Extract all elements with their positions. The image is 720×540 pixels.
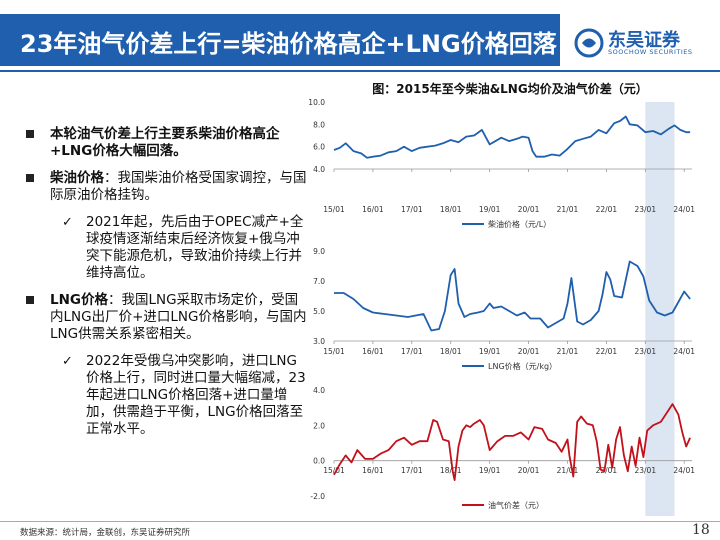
legend-label: 油气价差（元） [488, 500, 544, 510]
y-tick-label: 8.0 [313, 120, 325, 129]
chart-spread: -2.0 0.0 2.0 4.0 15/01 16/01 17/01 18/01 19/01 20… [310, 386, 695, 510]
square-bullet-icon [26, 130, 34, 138]
sub-bullet-text: 2022年受俄乌冲突影响，进口LNG价格上行，同时进口量大幅缩减，23年起进口L… [86, 353, 306, 437]
logo-name-en: SOOCHOW SECURITIES [608, 48, 693, 56]
square-bullet-icon [26, 296, 34, 304]
x-tick-label: 24/01 [673, 466, 695, 475]
chart-title: 图：2015年至今柴油&LNG均价及油气价差（元） [372, 82, 648, 96]
bullet-text: ：我国柴油价格受国家调控，与国际原油价格挂钩。 [50, 170, 307, 203]
soochow-logo-icon [574, 28, 604, 58]
checkmark-icon: ✓ [62, 354, 73, 369]
series-line-lng [334, 260, 691, 332]
y-tick-label: 7.0 [313, 277, 325, 286]
x-tick-label: 21/01 [557, 205, 579, 214]
sub-bullet-text: 2021年起，先后由于OPEC减产+全球疫情逐渐结束后经济恢复+俄乌冲突下能源危… [86, 214, 304, 281]
bullet-item: 柴油价格：我国柴油价格受国家调控，与国际原油价格挂钩。 [22, 170, 307, 204]
legend-label: 柴油价格（元/L） [488, 219, 551, 229]
x-tick-label: 21/01 [557, 466, 579, 475]
x-tick-label: 15/01 [323, 205, 345, 214]
footer-rule [0, 521, 720, 522]
x-tick-label: 24/01 [673, 347, 695, 356]
checkmark-icon: ✓ [62, 215, 73, 230]
y-tick-label: 6.0 [313, 143, 325, 152]
x-tick-label: 20/01 [518, 205, 540, 214]
y-tick-label: 4.0 [313, 165, 325, 174]
x-tick-label: 20/01 [518, 347, 540, 356]
page-title: 23年油气价差上行=柴油价格高企+LNG价格回落 [20, 30, 557, 58]
highlight-band [645, 102, 675, 516]
x-tick-label: 15/01 [323, 466, 345, 475]
chart-lng: 3.0 5.0 7.0 9.0 15/01 16/01 17/01 18/01 19/01 20/… [313, 247, 695, 371]
x-tick-label: 16/01 [362, 205, 384, 214]
x-tick-label: 22/01 [596, 347, 618, 356]
y-tick-label: -2.0 [310, 492, 325, 501]
x-tick-label: 17/01 [401, 205, 423, 214]
bullet-list: 本轮油气价差上行主要系柴油价格高企+LNG价格大幅回落。 柴油价格：我国柴油价格… [22, 126, 307, 448]
chart-diesel: 4.0 6.0 8.0 10.0 15/01 16/01 17/01 18/01 19/01 20… [308, 98, 695, 229]
bullet-bold: 柴油价格 [50, 170, 104, 186]
logo-name-cn: 东吴证券 [608, 30, 680, 51]
x-tick-label: 21/01 [557, 347, 579, 356]
series-line-diesel [333, 115, 691, 159]
sub-bullet-item: ✓ 2022年受俄乌冲突影响，进口LNG价格上行，同时进口量大幅缩减，23年起进… [22, 353, 307, 438]
x-tick-label: 19/01 [479, 347, 501, 356]
x-tick-label: 22/01 [596, 466, 618, 475]
y-tick-label: 2.0 [313, 421, 325, 430]
series-line-spread [333, 403, 691, 482]
y-tick-label: 5.0 [313, 307, 325, 316]
bullet-item: 本轮油气价差上行主要系柴油价格高企+LNG价格大幅回落。 [22, 126, 307, 160]
bullet-text: ：我国LNG采取市场定价，受国内LNG出厂价+进口LNG价格影响，与国内LNG供… [50, 292, 307, 342]
bullet-bold: 本轮油气价差上行主要系柴油价格高企+LNG价格大幅回落。 [50, 126, 280, 159]
y-tick-label: 4.0 [313, 386, 325, 395]
x-tick-label: 19/01 [479, 466, 501, 475]
title-bar [0, 14, 560, 66]
y-tick-label: 10.0 [308, 98, 325, 107]
legend-label: LNG价格（元/kg） [488, 361, 557, 371]
x-tick-label: 16/01 [362, 347, 384, 356]
x-tick-label: 22/01 [596, 205, 618, 214]
header-rule [0, 70, 720, 72]
source-note: 数据来源：统计局，金联创，东吴证券研究所 [20, 528, 191, 538]
x-tick-label: 20/01 [518, 466, 540, 475]
x-tick-label: 15/01 [323, 347, 345, 356]
bullet-item: LNG价格：我国LNG采取市场定价，受国内LNG出厂价+进口LNG价格影响，与国… [22, 292, 307, 343]
x-tick-label: 19/01 [479, 205, 501, 214]
x-tick-label: 18/01 [440, 466, 462, 475]
page-number: 18 [692, 522, 710, 538]
x-tick-label: 16/01 [362, 466, 384, 475]
x-tick-label: 18/01 [440, 205, 462, 214]
x-tick-label: 24/01 [673, 205, 695, 214]
x-tick-label: 17/01 [401, 466, 423, 475]
y-tick-label: 9.0 [313, 247, 325, 256]
square-bullet-icon [26, 174, 34, 182]
x-tick-label: 17/01 [401, 347, 423, 356]
y-tick-label: 0.0 [313, 457, 325, 466]
x-tick-label: 18/01 [440, 347, 462, 356]
y-tick-label: 3.0 [313, 337, 325, 346]
sub-bullet-item: ✓ 2021年起，先后由于OPEC减产+全球疫情逐渐结束后经济恢复+俄乌冲突下能… [22, 214, 307, 282]
x-tick-label: 23/01 [634, 205, 656, 214]
x-tick-label: 23/01 [634, 347, 656, 356]
x-tick-label: 23/01 [634, 466, 656, 475]
bullet-bold: LNG价格 [50, 292, 108, 308]
brand-logo: 东吴证券 SOOCHOW SECURITIES [574, 26, 714, 62]
